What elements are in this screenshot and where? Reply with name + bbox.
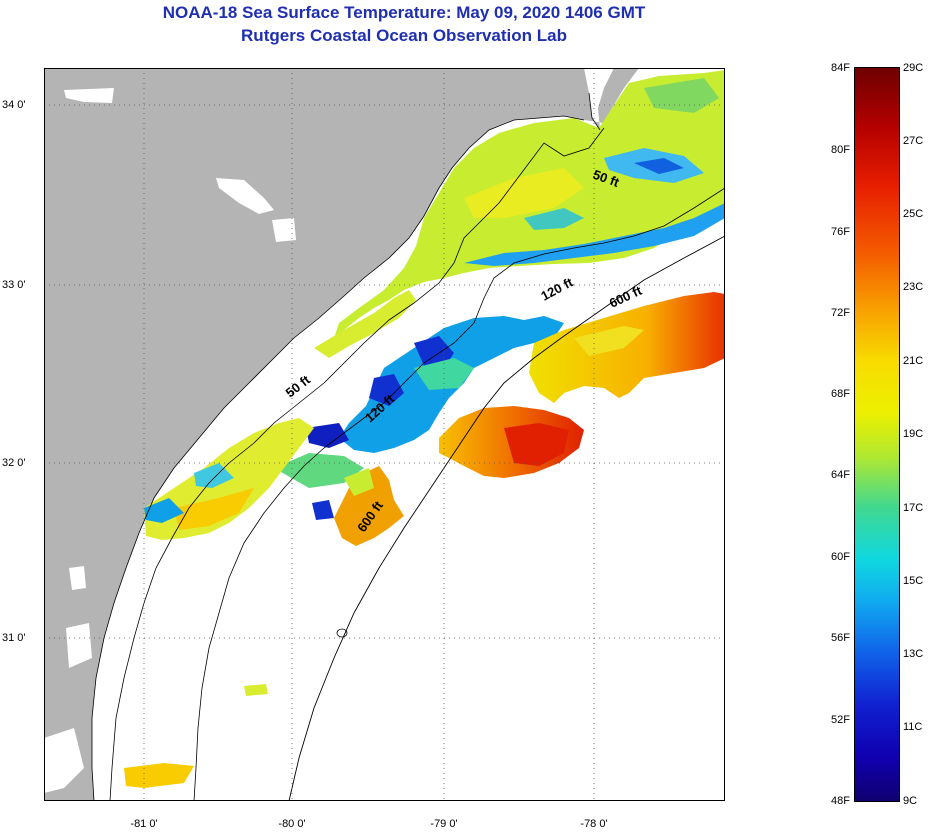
sst-green-patch <box>274 453 364 488</box>
map-border <box>44 68 725 801</box>
isobath-label-120ft-north: 120 ft <box>538 274 576 304</box>
sst-gulf-core <box>504 423 569 466</box>
cloud-patch <box>64 88 114 103</box>
colorbar-label-f: 52F <box>831 714 850 726</box>
colorbar-label-c: 15C <box>903 575 924 587</box>
seamount-contour <box>336 628 348 638</box>
colorbar-label-f: 72F <box>831 307 850 319</box>
lat-label: 34 0' <box>2 99 26 111</box>
lon-label: -80 0' <box>278 818 306 830</box>
cloud-patch <box>44 728 84 793</box>
sst-southwest-patch <box>124 763 194 788</box>
sst-cool-patch <box>634 158 684 174</box>
lat-label: 32 0' <box>2 457 26 469</box>
sst-mid-band <box>314 290 416 358</box>
colorbar-label-c: 25C <box>903 208 924 220</box>
sst-map-canvas: 50 ft 120 ft 600 ft 50 ft 120 ft 600 ft <box>44 68 725 801</box>
colorbar-label-f: 48F <box>831 795 850 807</box>
map-subtitle: Rutgers Coastal Ocean Observation Lab <box>241 26 567 45</box>
colorbar-label-c: 9C <box>903 795 918 807</box>
coastline <box>91 92 601 801</box>
cloud-patch <box>66 623 92 668</box>
isobath-label-600ft-north: 600 ft <box>607 282 645 310</box>
sst-south-coastal-cool <box>194 463 234 488</box>
colorbar-label-c: 17C <box>903 502 924 514</box>
colorbar-label-c: 19C <box>903 428 924 440</box>
colorbar-label-c: 23C <box>903 281 924 293</box>
colorbar-label-f: 84F <box>831 62 850 74</box>
graticule <box>44 68 725 801</box>
sst-north-shelf-warm <box>464 168 584 218</box>
isobath-50ft-north <box>109 127 605 801</box>
sst-cold-core <box>312 500 334 520</box>
colorbar-label-f: 56F <box>831 632 850 644</box>
lat-label: 33 0' <box>2 279 26 291</box>
sst-cool-patch <box>464 203 725 266</box>
isobath-120ft <box>193 187 725 801</box>
colorbar-label-c: 27C <box>903 135 924 147</box>
sst-cold-core <box>369 374 404 406</box>
sst-cold-core <box>306 423 349 448</box>
land-mass <box>44 68 639 801</box>
isobath-label-50ft-south: 50 ft <box>283 372 314 401</box>
sst-southwest-patch <box>244 684 268 696</box>
lon-label: -78 0' <box>580 818 608 830</box>
colorbar-label-c: 21C <box>903 355 924 367</box>
sst-map: 50 ft 120 ft 600 ft 50 ft 120 ft 600 ft <box>44 68 725 801</box>
cloud-patch <box>69 566 86 590</box>
colorbar-label-f: 68F <box>831 388 850 400</box>
temperature-colorbar <box>854 67 900 802</box>
colorbar-label-f: 60F <box>831 551 850 563</box>
lon-label: -81 0' <box>130 818 158 830</box>
sst-south-coastal-warm <box>174 488 254 530</box>
cloud-patch <box>272 218 296 242</box>
sst-cool-patch <box>644 78 719 113</box>
colorbar-label-c: 13C <box>903 648 924 660</box>
cloud-patch <box>216 178 274 214</box>
colorbar-label-f: 64F <box>831 469 850 481</box>
sst-south-coastal-cool <box>144 498 184 523</box>
isobath-600ft <box>288 235 725 801</box>
colorbar-label-f: 76F <box>831 226 850 238</box>
colorbar-label-c: 29C <box>903 62 924 74</box>
lon-label: -79 0' <box>430 818 458 830</box>
sst-southern-plume-cool <box>344 468 374 496</box>
map-title: NOAA-18 Sea Surface Temperature: May 09,… <box>162 3 646 22</box>
sst-east-yellow <box>574 326 644 356</box>
colorbar-label-c: 11C <box>903 721 923 733</box>
colorbar-label-f: 80F <box>831 144 850 156</box>
sst-east-offshore <box>529 292 725 403</box>
sst-cool-patch <box>524 208 584 230</box>
lat-label: 31 0' <box>2 632 26 644</box>
